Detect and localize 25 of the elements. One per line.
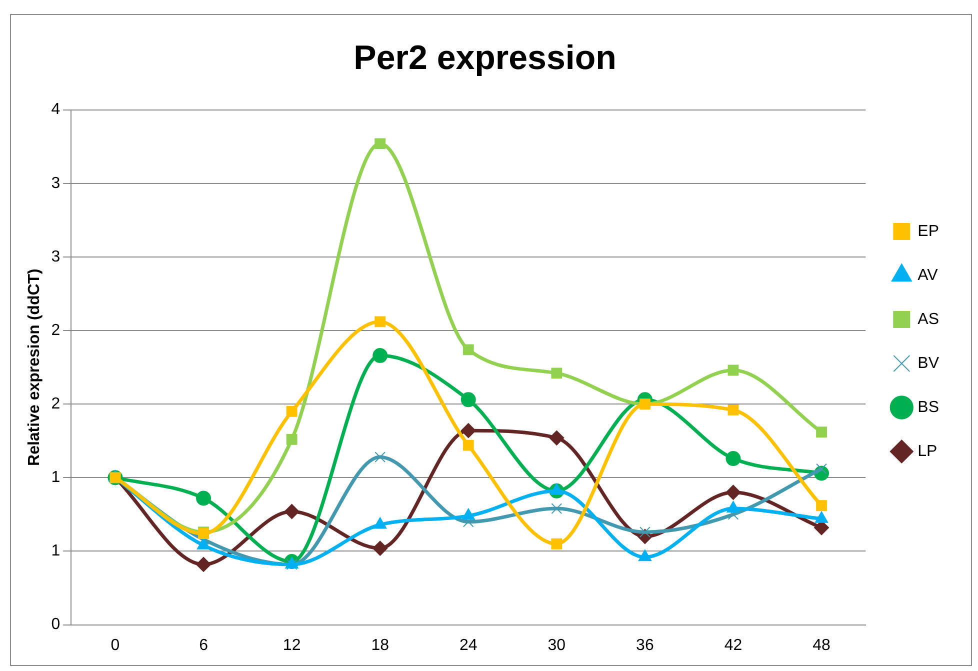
y-tick-label: 4 [51,101,60,118]
y-tick-label: 1 [51,542,60,560]
chart-title: Per2 expression [354,38,616,77]
legend-label: BV [918,354,940,372]
y-axis-title: Relative expresion (ddCT) [26,268,44,466]
legend-label: LP [918,442,938,460]
x-tick-label: 36 [636,636,654,654]
y-tick-label: 0 [51,616,60,634]
legend-label: BS [918,398,939,416]
y-tick-label: 3 [51,174,60,192]
y-tick-label: 3 [51,248,60,266]
legend-label: EP [918,222,939,240]
y-tick-label: 2 [51,322,60,339]
x-tick-label: 30 [548,636,566,654]
x-tick-label: 42 [724,636,742,654]
legend-label: AV [918,266,938,284]
x-tick-label: 0 [110,636,120,654]
x-tick-label: 48 [812,636,831,654]
x-tick-label: 24 [459,636,478,654]
x-tick-label: 18 [371,636,390,654]
x-tick-label: 6 [199,636,208,654]
y-tick-label: 2 [51,395,60,412]
legend-label: AS [918,310,939,328]
y-tick-label: 1 [51,469,60,486]
x-tick-label: 12 [282,636,301,654]
